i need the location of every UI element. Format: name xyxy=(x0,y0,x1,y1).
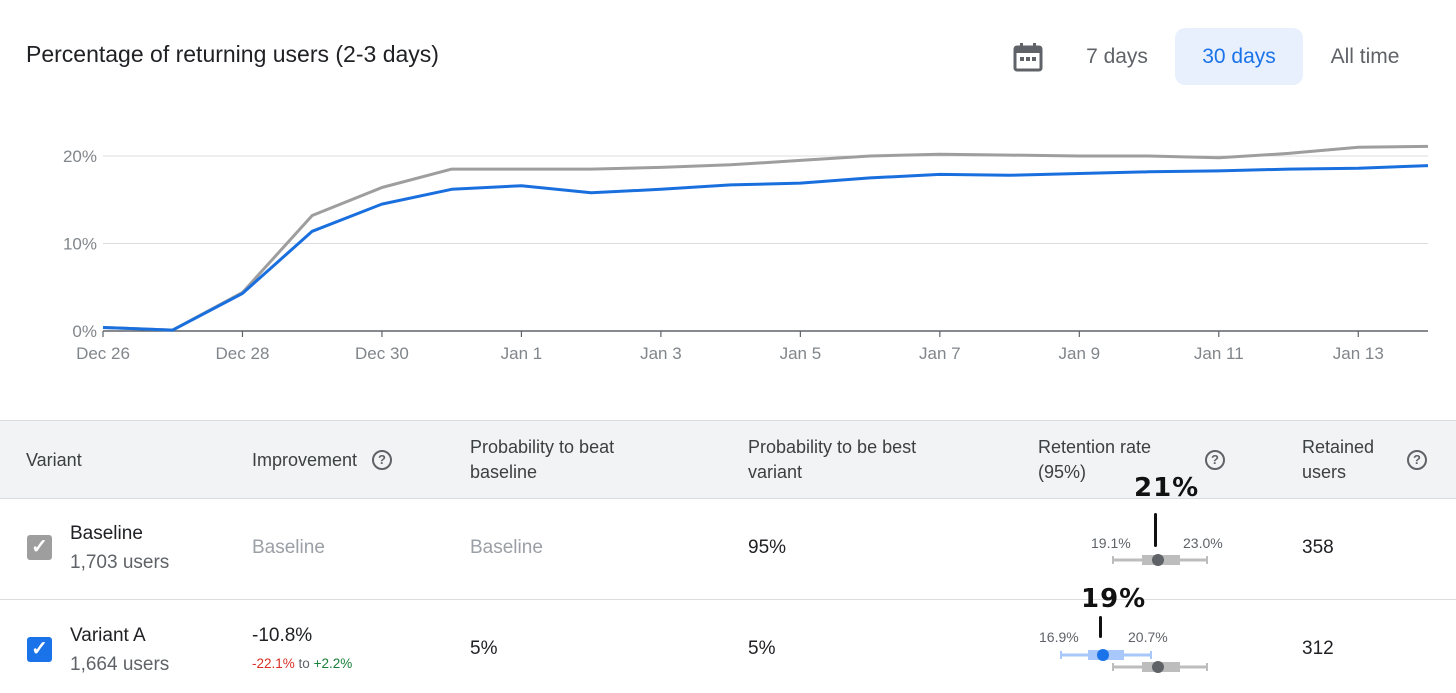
x-tick-label: Jan 11 xyxy=(1194,344,1244,363)
confidence-interval-bar xyxy=(1060,649,1208,673)
variant-a-checkbox[interactable]: ✓ xyxy=(27,637,52,662)
check-icon: ✓ xyxy=(31,638,48,660)
table-header: Variant Improvement ? Probability to bea… xyxy=(0,420,1456,499)
retention-line-chart: 0% 10% 20% Dec 26 Dec 28 Dec 30 Jan 1 Jan 3 Jan … xyxy=(63,144,1429,363)
table-row-variant-a: ✓ Variant A 1,664 users -10.8% -22.1% to… xyxy=(0,584,1456,693)
ci-low: 16.9% xyxy=(1039,629,1079,645)
x-tick-label: Jan 5 xyxy=(780,344,822,363)
range-30-days-button[interactable]: 30 days xyxy=(1175,28,1303,85)
handwritten-annotation: 19% xyxy=(1081,584,1147,614)
x-tick-label: Jan 13 xyxy=(1333,344,1384,363)
confidence-interval-bar xyxy=(1112,554,1208,566)
variant-name: Baseline xyxy=(70,523,143,544)
handwritten-annotation: 21% xyxy=(1134,473,1200,503)
check-icon: ✓ xyxy=(31,536,48,558)
x-tick-label: Dec 26 xyxy=(76,344,130,363)
improvement-range: -22.1% to +2.2% xyxy=(252,656,353,671)
ci-low: 19.1% xyxy=(1091,535,1131,551)
prob-beat-value: 5% xyxy=(470,638,498,659)
prob-beat-value: Baseline xyxy=(470,537,543,558)
baseline-checkbox[interactable]: ✓ xyxy=(27,535,52,560)
x-tick-label: Jan 3 xyxy=(640,344,682,363)
x-tick-label: Jan 1 xyxy=(501,344,543,363)
header-retention: Retention rate (95%) xyxy=(1038,437,1152,482)
variant-name: Variant A xyxy=(70,625,146,646)
prob-best-value: 95% xyxy=(748,537,787,558)
y-tick-label: 20% xyxy=(63,147,97,166)
series-line-variant-a xyxy=(102,164,1429,332)
header-prob-best: Probability to be best variant xyxy=(748,437,917,482)
header-retained: Retained users xyxy=(1302,437,1375,482)
improvement-value: Baseline xyxy=(252,537,325,558)
y-tick-label: 10% xyxy=(63,235,97,254)
prob-best-value: 5% xyxy=(748,638,776,659)
improvement-value: -10.8% xyxy=(252,625,313,646)
ci-high: 20.7% xyxy=(1128,629,1168,645)
header-improvement: Improvement xyxy=(252,450,358,470)
annotation-tick xyxy=(1099,616,1102,638)
variant-users: 1,664 users xyxy=(70,654,170,675)
range-all-time-button[interactable]: All time xyxy=(1330,45,1400,68)
y-tick-label: 0% xyxy=(72,322,97,341)
x-tick-label: Dec 28 xyxy=(216,344,270,363)
retained-value: 312 xyxy=(1302,638,1334,659)
header-variant: Variant xyxy=(26,450,82,470)
x-tick-label: Jan 7 xyxy=(919,344,961,363)
ci-high: 23.0% xyxy=(1183,535,1223,551)
table-row-baseline: ✓ Baseline 1,703 users Baseline Baseline… xyxy=(0,473,1456,600)
help-icon[interactable]: ? xyxy=(1205,450,1225,470)
help-icon[interactable]: ? xyxy=(1407,450,1427,470)
variant-users: 1,703 users xyxy=(70,552,170,573)
header-prob-beat: Probability to beat baseline xyxy=(470,437,615,482)
x-tick-label: Dec 30 xyxy=(355,344,409,363)
x-tick-label: Jan 9 xyxy=(1059,344,1101,363)
series-line-baseline xyxy=(102,144,1429,332)
chart-title: Percentage of returning users (2-3 days) xyxy=(26,41,439,67)
help-icon[interactable]: ? xyxy=(372,450,392,470)
retained-value: 358 xyxy=(1302,537,1334,558)
range-7-days-button[interactable]: 7 days xyxy=(1086,45,1148,68)
annotation-tick xyxy=(1154,513,1157,547)
calendar-icon[interactable] xyxy=(1012,41,1044,73)
